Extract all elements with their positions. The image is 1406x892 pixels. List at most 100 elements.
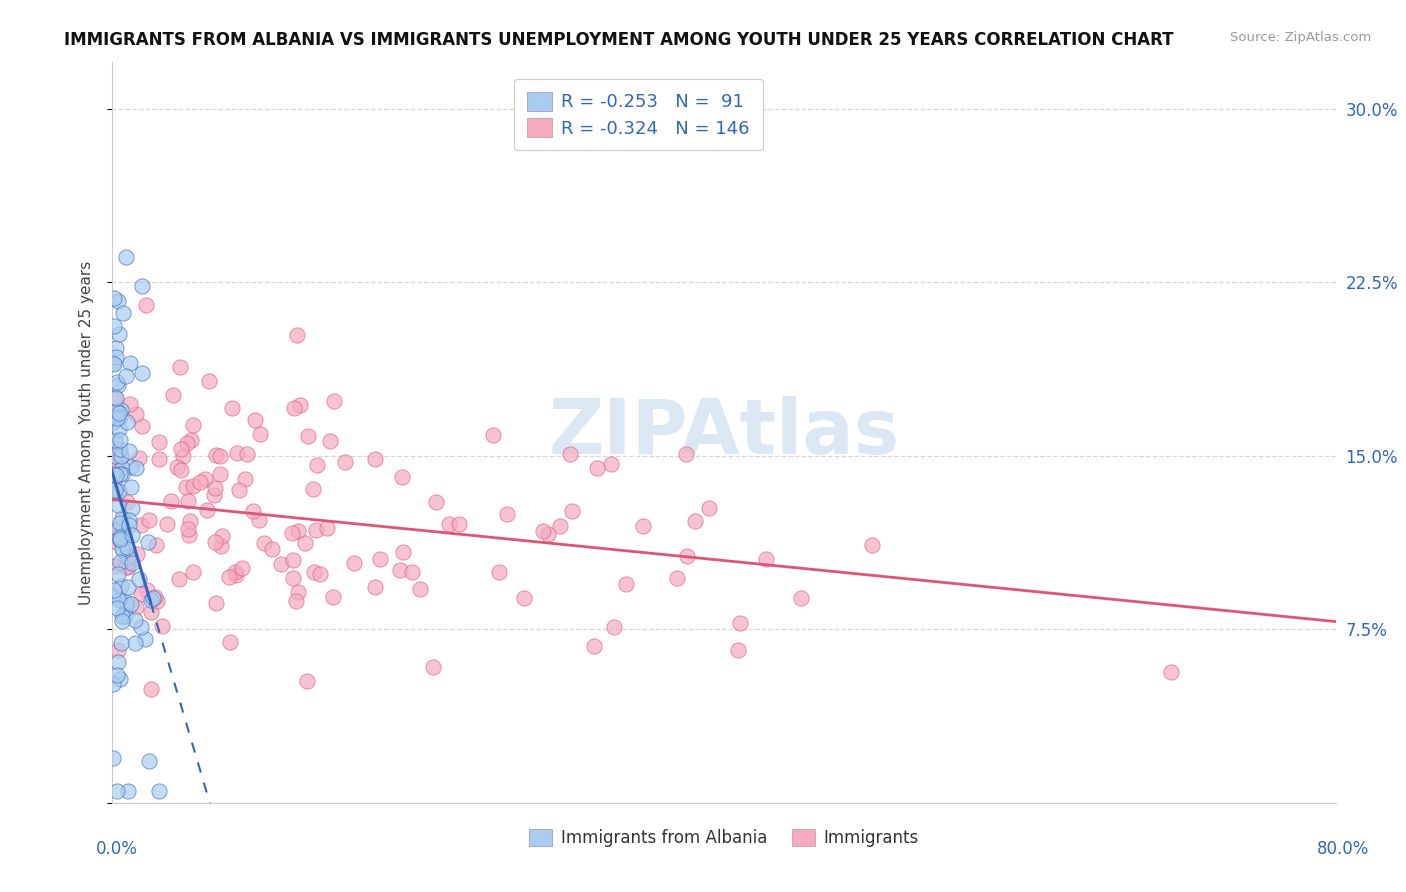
Point [209, 467, 232, 482]
Point [285, 594, 308, 608]
Point [103, 534, 125, 549]
Point [218, 634, 240, 648]
Point [388, 563, 411, 577]
Point [342, 556, 364, 570]
Point [697, 500, 720, 515]
Point [1160, 665, 1182, 679]
Point [307, 458, 329, 472]
Point [108, 433, 131, 447]
Point [281, 553, 304, 567]
Point [107, 643, 129, 657]
Point [110, 579, 132, 593]
Point [242, 504, 264, 518]
Point [548, 518, 571, 533]
Point [202, 488, 225, 502]
Point [148, 452, 170, 467]
Point [177, 528, 200, 542]
Point [124, 635, 146, 649]
Point [110, 614, 132, 628]
Point [118, 555, 141, 569]
Point [108, 556, 131, 570]
Point [315, 521, 337, 535]
Point [108, 516, 131, 530]
Point [198, 374, 221, 388]
Point [131, 366, 153, 380]
Point [188, 475, 211, 489]
Point [482, 428, 505, 442]
Point [128, 572, 150, 586]
Point [363, 451, 385, 466]
Point [860, 538, 883, 552]
Point [195, 503, 218, 517]
Point [142, 591, 165, 605]
Point [104, 483, 127, 497]
Point [531, 524, 554, 539]
Text: 80.0%: 80.0% [1316, 840, 1369, 858]
Point [107, 442, 129, 457]
Point [283, 401, 305, 415]
Point [683, 514, 706, 528]
Point [283, 571, 305, 585]
Point [225, 568, 247, 582]
Point [135, 298, 157, 312]
Point [134, 632, 156, 647]
Point [107, 566, 129, 581]
Point [104, 449, 127, 463]
Point [110, 402, 132, 417]
Point [131, 620, 153, 634]
Point [103, 677, 125, 691]
Point [104, 433, 127, 447]
Point [148, 784, 170, 798]
Point [169, 442, 191, 456]
Point [105, 411, 128, 425]
Point [181, 479, 204, 493]
Point [727, 643, 749, 657]
Point [231, 561, 253, 575]
Point [224, 566, 246, 580]
Point [561, 503, 583, 517]
Point [114, 609, 136, 624]
Point [117, 560, 139, 574]
Point [177, 494, 200, 508]
Point [512, 591, 534, 605]
Point [105, 404, 128, 418]
Point [728, 615, 751, 630]
Point [115, 495, 138, 509]
Point [297, 674, 319, 689]
Point [107, 655, 129, 669]
Point [392, 545, 415, 559]
Point [159, 493, 181, 508]
Point [121, 501, 143, 516]
Point [101, 751, 124, 765]
Point [105, 464, 128, 478]
Point [675, 447, 697, 461]
Point [204, 481, 226, 495]
Point [110, 449, 132, 463]
Point [108, 672, 131, 686]
Point [124, 407, 146, 421]
Point [128, 451, 150, 466]
Point [118, 443, 141, 458]
Point [131, 587, 153, 601]
Point [131, 518, 153, 533]
Point [105, 392, 128, 406]
Point [236, 447, 259, 461]
Point [789, 591, 811, 606]
Y-axis label: Unemployment Among Youth under 25 years: Unemployment Among Youth under 25 years [79, 260, 94, 605]
Point [114, 368, 136, 383]
Point [110, 541, 132, 556]
Point [614, 576, 637, 591]
Point [103, 458, 125, 472]
Point [583, 639, 606, 653]
Point [120, 460, 142, 475]
Point [150, 619, 173, 633]
Point [270, 558, 292, 572]
Point [249, 427, 271, 442]
Point [117, 784, 139, 798]
Point [676, 549, 699, 563]
Point [120, 597, 142, 611]
Point [179, 515, 201, 529]
Point [302, 483, 325, 497]
Point [488, 566, 510, 580]
Point [103, 358, 125, 372]
